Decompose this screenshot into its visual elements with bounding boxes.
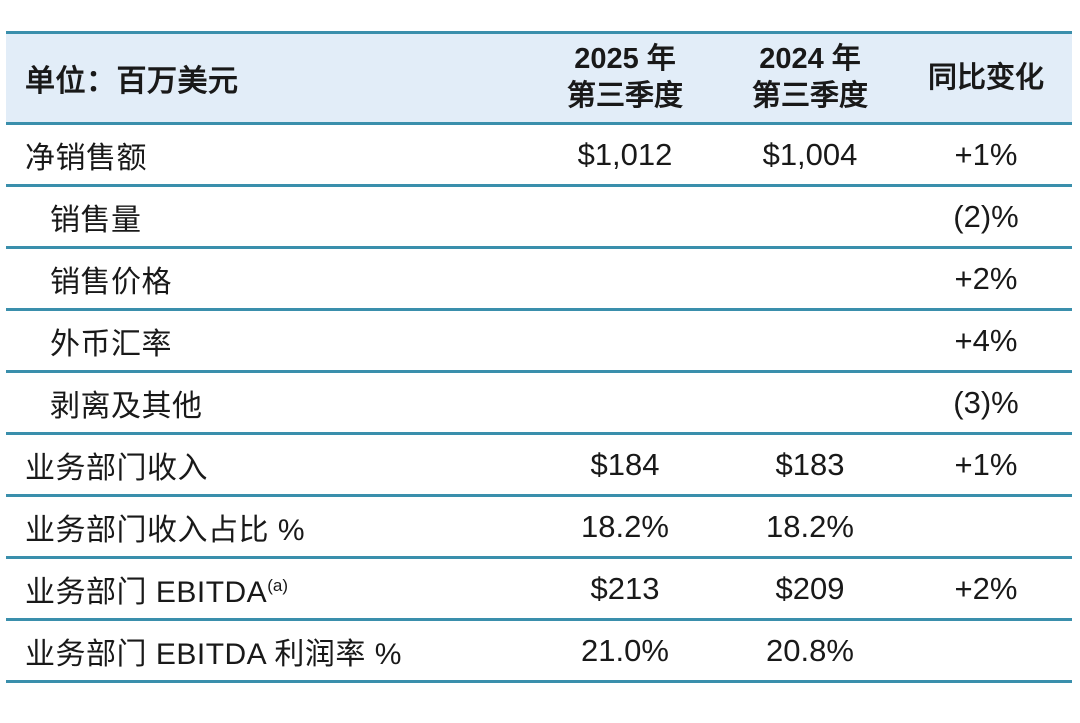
row-label-text: 外币汇率 xyxy=(50,327,172,361)
row-label: 净销售额 xyxy=(6,133,530,177)
value-yoy: (2)% xyxy=(953,198,1019,234)
row-label-text: 净销售额 xyxy=(25,141,147,175)
table-body: 净销售额 $1,012 $1,004 +1% 销售量 (2)% 销售价格 +2%… xyxy=(6,125,1072,683)
row-label: 业务部门收入 xyxy=(6,443,530,487)
value-2025-q3: $213 xyxy=(590,570,660,606)
row-label-text: 业务部门收入占比 % xyxy=(25,513,306,547)
table-row: 销售价格 +2% xyxy=(6,249,1072,311)
value-yoy: +1% xyxy=(954,446,1018,482)
row-label-text: 销售量 xyxy=(50,203,142,237)
value-2025-q3: $1,012 xyxy=(577,136,673,172)
row-label-text: 业务部门 EBITDA 利润率 % xyxy=(25,637,402,671)
column-header-2025-line1: 2025 年 xyxy=(574,43,676,75)
table-row: 外币汇率 +4% xyxy=(6,311,1072,373)
table-row: 业务部门 EBITDA(a) $213 $209 +2% xyxy=(6,559,1072,621)
table-row: 业务部门 EBITDA 利润率 % 21.0% 20.8% xyxy=(6,621,1072,683)
value-yoy: +2% xyxy=(954,260,1018,296)
value-2024-q3: $183 xyxy=(775,446,845,482)
financial-table: 单位：百万美元 2025 年 第三季度 2024 年 第三季度 同比变化 净销售… xyxy=(6,31,1072,683)
column-header-yoy: 同比变化 xyxy=(900,60,1072,97)
row-label-text: 业务部门收入 xyxy=(25,451,208,485)
column-header-2024-line1: 2024 年 xyxy=(759,43,861,75)
row-label-text: 剥离及其他 xyxy=(50,389,203,423)
value-yoy: +4% xyxy=(954,322,1018,358)
table-row: 销售量 (2)% xyxy=(6,187,1072,249)
row-label-text: 销售价格 xyxy=(50,265,172,299)
value-2025-q3: 21.0% xyxy=(581,632,669,668)
table-row: 净销售额 $1,012 $1,004 +1% xyxy=(6,125,1072,187)
row-label-superscript: (a) xyxy=(267,575,288,595)
value-2024-q3: $1,004 xyxy=(762,136,858,172)
row-label-text: 业务部门 EBITDA xyxy=(25,575,268,609)
value-2025-q3: 18.2% xyxy=(581,508,669,544)
unit-label: 单位：百万美元 xyxy=(25,65,239,98)
table-header: 单位：百万美元 2025 年 第三季度 2024 年 第三季度 同比变化 xyxy=(6,31,1072,125)
row-label: 业务部门收入占比 % xyxy=(6,505,530,549)
row-label: 销售量 xyxy=(6,195,530,239)
value-yoy: +2% xyxy=(954,570,1018,606)
table-row: 业务部门收入 $184 $183 +1% xyxy=(6,435,1072,497)
value-yoy: +1% xyxy=(954,136,1018,172)
row-label: 业务部门 EBITDA 利润率 % xyxy=(6,629,530,673)
row-label: 剥离及其他 xyxy=(6,381,530,425)
row-label: 业务部门 EBITDA(a) xyxy=(6,567,530,611)
column-header-yoy-line1: 同比变化 xyxy=(927,61,1044,94)
table-row: 剥离及其他 (3)% xyxy=(6,373,1072,435)
value-yoy: (3)% xyxy=(953,384,1019,420)
column-header-2024-q3: 2024 年 第三季度 xyxy=(720,41,900,115)
row-label: 销售价格 xyxy=(6,257,530,301)
value-2024-q3: 20.8% xyxy=(766,632,854,668)
row-label: 外币汇率 xyxy=(6,319,530,363)
value-2024-q3: $209 xyxy=(775,570,845,606)
column-header-2024-line2: 第三季度 xyxy=(751,80,868,112)
column-header-2025-line2: 第三季度 xyxy=(566,80,683,112)
table-row: 业务部门收入占比 % 18.2% 18.2% xyxy=(6,497,1072,559)
column-header-2025-q3: 2025 年 第三季度 xyxy=(530,41,720,115)
value-2024-q3: 18.2% xyxy=(766,508,854,544)
value-2025-q3: $184 xyxy=(590,446,660,482)
